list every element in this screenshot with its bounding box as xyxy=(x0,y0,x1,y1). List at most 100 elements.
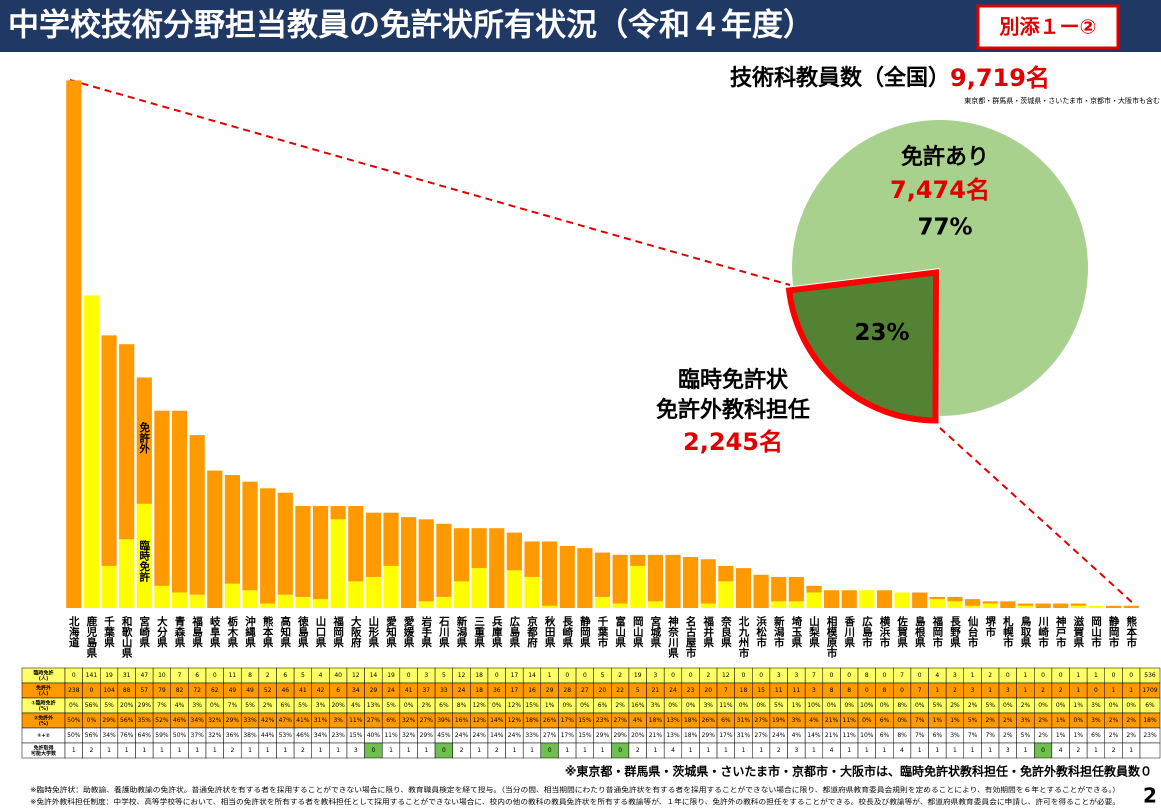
table-value: 41 xyxy=(405,687,413,694)
table-value: 27% xyxy=(613,717,627,724)
table-value: 3 xyxy=(794,672,798,679)
table-value: 4 xyxy=(671,747,675,754)
table-value: 10% xyxy=(807,702,821,709)
table-value: 45% xyxy=(437,732,451,739)
table-value: 32% xyxy=(208,717,222,724)
table-value: 2% xyxy=(1003,717,1013,724)
table-value: 23% xyxy=(331,732,345,739)
row-header: 可能大学数 xyxy=(31,750,57,757)
table-value: 4 xyxy=(319,672,323,679)
table-value: 0% xyxy=(1056,702,1066,709)
table-value: 3% xyxy=(192,702,202,709)
table-value: 39% xyxy=(437,717,451,724)
x-tick-label: 高知県 xyxy=(279,615,291,648)
bar xyxy=(101,335,117,566)
bar xyxy=(365,576,381,608)
x-tick-label: 山梨県 xyxy=(808,615,820,648)
table-value: 0 xyxy=(371,747,375,754)
table-value: 3% xyxy=(316,702,326,709)
table-value: 12% xyxy=(508,702,522,709)
table-value: 1 xyxy=(1094,747,1098,754)
table-value: 0 xyxy=(847,672,851,679)
summary: 技術科教員数（全国）9,719名 xyxy=(730,64,1050,92)
bar xyxy=(771,601,787,608)
table-value: 0 xyxy=(830,672,834,679)
table-value: 37 xyxy=(422,687,430,694)
table-value: 27% xyxy=(543,732,557,739)
x-tick-label: 広島県 xyxy=(508,615,520,648)
bar xyxy=(788,601,804,608)
x-tick-label: 大阪府 xyxy=(350,615,362,648)
row-header: 免許外 xyxy=(36,684,51,691)
table-value: 7% xyxy=(157,702,167,709)
table-value: 2 xyxy=(777,747,781,754)
table-value: 5% xyxy=(985,702,995,709)
x-tick-label: 北九州市 xyxy=(737,615,749,659)
x-tick-label: 青森県 xyxy=(174,615,186,648)
bar xyxy=(1123,605,1139,608)
bar xyxy=(524,576,540,608)
table-value: 0% xyxy=(1126,702,1136,709)
table-value: 8 xyxy=(883,687,887,694)
table-value: 1 xyxy=(953,747,957,754)
x-tick-label: 静岡市 xyxy=(1108,615,1120,648)
table-value: 1% xyxy=(950,717,960,724)
table-value: 1 xyxy=(389,747,393,754)
table-value: 1 xyxy=(971,672,975,679)
table-value: 1% xyxy=(1056,717,1066,724)
table-value: 1 xyxy=(1076,672,1080,679)
table-value: 46 xyxy=(281,687,289,694)
x-tick-label: 山口県 xyxy=(315,615,327,648)
table-value: 1 xyxy=(812,747,816,754)
table-value: 2% xyxy=(950,702,960,709)
pie-count: 7,474名 xyxy=(890,176,990,204)
table-value: 5% xyxy=(1021,732,1031,739)
table-value: 31% xyxy=(737,717,751,724)
table-value: 0% xyxy=(1038,702,1048,709)
x-tick-label: 富山県 xyxy=(614,615,626,648)
table-value: 0% xyxy=(897,717,907,724)
table-value: 27% xyxy=(367,717,381,724)
bar xyxy=(753,574,769,608)
table-value: 1 xyxy=(548,672,552,679)
table-value: 0 xyxy=(1129,672,1133,679)
table-value: 2% xyxy=(1126,732,1136,739)
bar xyxy=(136,503,152,608)
table-value: 12% xyxy=(508,717,522,724)
table-value: 0 xyxy=(495,672,499,679)
table-value: 47% xyxy=(279,717,293,724)
bar xyxy=(207,470,223,608)
table-value: 8 xyxy=(248,672,252,679)
table-value: 2% xyxy=(985,717,995,724)
x-tick-label: 熊本県 xyxy=(262,615,274,648)
table-value: 38% xyxy=(243,732,257,739)
table-value: 10 xyxy=(158,672,166,679)
row-header: 臨時免許 xyxy=(33,669,53,676)
table-value: 62 xyxy=(211,687,219,694)
table-value: 1 xyxy=(248,747,252,754)
table-value: 0 xyxy=(90,687,94,694)
table-value: 29 xyxy=(546,687,554,694)
table-value: 2 xyxy=(618,672,622,679)
table-value: 1 xyxy=(1024,672,1028,679)
pie-slice xyxy=(785,269,940,424)
bar xyxy=(683,557,699,608)
table-value: 2% xyxy=(263,702,273,709)
table-value: 1 xyxy=(1076,687,1080,694)
pie-label: 免許外教科担任 xyxy=(656,397,810,423)
table-value: 0% xyxy=(562,702,572,709)
table-value: 0 xyxy=(759,672,763,679)
table-value: 32% xyxy=(208,732,222,739)
table-value: 24% xyxy=(508,732,522,739)
table-value: 0% xyxy=(1074,717,1084,724)
table-value: 50% xyxy=(67,717,81,724)
footnote: ※免許外教科担任制度：中学校、高等学校等において、相当の免許状を所有する者を教科… xyxy=(30,797,1120,806)
bar xyxy=(242,481,258,591)
table-value: 0% xyxy=(404,702,414,709)
table-value: 7% xyxy=(968,732,978,739)
table-value: 4% xyxy=(175,702,185,709)
table-value: 11 xyxy=(775,687,783,694)
table-value: 18 xyxy=(475,672,483,679)
table-value: 42 xyxy=(317,687,325,694)
bar xyxy=(612,603,628,608)
